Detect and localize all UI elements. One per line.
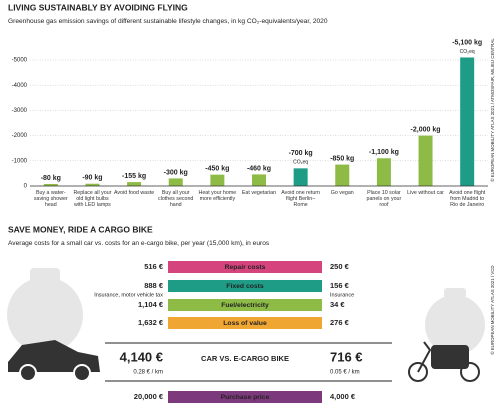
row-label: Purchase price [221, 394, 270, 401]
bar [460, 57, 475, 187]
value-label: -460 kg [247, 165, 271, 172]
bar [127, 182, 142, 186]
bar [418, 135, 433, 186]
bar [43, 183, 58, 186]
y-tick-label: -3000 [12, 108, 28, 114]
car-icon [8, 340, 100, 382]
credit: © EUROPEAN MOBILITY ATLAS 2021 / VCD [490, 265, 495, 354]
row-label: Repair costs [225, 264, 266, 271]
car-cost: 516 € [144, 262, 164, 271]
x-tick-label: Live without car [407, 190, 444, 196]
value-label: -1,100 kg [369, 149, 399, 156]
y-tick-label: -1000 [12, 158, 28, 164]
x-label-box: Buy all your clothes second hand [158, 190, 194, 208]
car-cost: 20,000 € [134, 392, 164, 401]
x-label-box: Replace all your old light bulbs with LE… [73, 190, 112, 208]
x-label-box: Live without car [407, 190, 444, 196]
section-title: SAVE MONEY, RIDE A CARGO BIKE [8, 224, 153, 234]
bar [376, 158, 391, 186]
car-cost: 1,632 € [138, 318, 164, 327]
row-label: Loss of value [223, 320, 267, 327]
chart-title: LIVING SUSTAINABLY BY AVOIDING FLYING [8, 2, 188, 12]
decor [7, 268, 485, 355]
value-label: -450 kg [205, 166, 229, 173]
x-tick-label: Place 10 solar panels on your roof [366, 190, 402, 208]
bar [252, 174, 266, 186]
x-tick-label: Avoid food waste [113, 190, 155, 196]
x-tick-label: Buy a water-saving shower head [33, 190, 68, 208]
value-label: -300 kg [164, 169, 188, 176]
x-label-box: Avoid food waste [113, 190, 155, 196]
bike-cost: 276 € [330, 318, 350, 327]
total-label: CAR VS. E-CARGO BIKE [201, 354, 289, 363]
value-label: -90 kg [82, 175, 102, 182]
bar [335, 164, 350, 186]
y-tick-label: 0 [24, 184, 28, 190]
bike-icon [408, 341, 480, 382]
value-label: -5,100 kg [452, 39, 482, 46]
x-label-box: Avoid one return flight Berlin–Rome [281, 190, 321, 208]
bike-cost: 34 € [330, 300, 345, 309]
y-tick-label: -4000 [12, 83, 28, 89]
row-bar [168, 299, 322, 311]
x-label-box: Place 10 solar panels on your roof [366, 190, 402, 208]
chart-subtitle: Greenhouse gas emission savings of diffe… [8, 18, 328, 25]
x-tick-label: Eat vegetarian [241, 190, 277, 196]
x-tick-label: Buy all your clothes second hand [158, 190, 194, 208]
x-tick-label: Avoid one return flight Berlin–Rome [281, 190, 321, 208]
x-label-box: Avoid one flight from Madrid to Rio de J… [449, 190, 486, 208]
bike-cost: 4,000 € [330, 392, 356, 401]
bike-cost: 156 € [330, 281, 350, 290]
row-label: Fuel/electricity [221, 302, 269, 309]
row-bar [168, 280, 322, 292]
bar [293, 168, 308, 186]
credit: © EUROPEAN MOBILITY ATLAS 2021 / ATMOSFA… [490, 38, 495, 182]
row-bar [168, 391, 322, 403]
value-label: -80 kg [41, 175, 61, 182]
bike-cost: 250 € [330, 262, 350, 271]
car-cost: 888 € [144, 281, 164, 290]
bar [210, 174, 225, 186]
bar [85, 183, 100, 186]
value-sublabel: CO₂eq [293, 160, 308, 166]
value-label: -850 kg [330, 155, 354, 162]
section-subtitle: Average costs for a small car vs. costs … [8, 240, 270, 247]
x-tick-label: Go vegan [330, 190, 354, 196]
bar [168, 178, 183, 186]
row-label: Fixed costs [226, 283, 264, 290]
value-sublabel: CO₂eq [460, 49, 475, 55]
value-label: -2,000 kg [411, 126, 441, 133]
y-tick-label: -5000 [12, 58, 28, 64]
x-tick-label: Heat your home more efficiently [198, 190, 237, 202]
y-tick-label: -2000 [12, 133, 28, 139]
x-tick-label: Replace all your old light bulbs with LE… [73, 190, 112, 208]
car-note: Insurance, motor vehicle tax [94, 292, 163, 298]
x-tick-label: Avoid one flight from Madrid to Rio de J… [449, 190, 486, 208]
value-label: -700 kg [289, 150, 313, 157]
x-label-box: Go vegan [330, 190, 354, 196]
car-per-km: 0.28 € / km [133, 370, 163, 376]
bike-per-km: 0.05 € / km [330, 370, 360, 376]
car-total: 4,140 € [120, 349, 163, 364]
x-label-box: Heat your home more efficiently [198, 190, 237, 202]
bike-note: Insurance [330, 292, 354, 298]
car-cost: 1,104 € [138, 300, 164, 309]
bike-total: 716 € [330, 349, 363, 364]
x-label-box: Eat vegetarian [241, 190, 277, 196]
x-label-box: Buy a water-saving shower head [33, 190, 68, 208]
value-label: -155 kg [122, 173, 146, 180]
row-bar [168, 261, 322, 273]
row-bar [168, 317, 322, 329]
